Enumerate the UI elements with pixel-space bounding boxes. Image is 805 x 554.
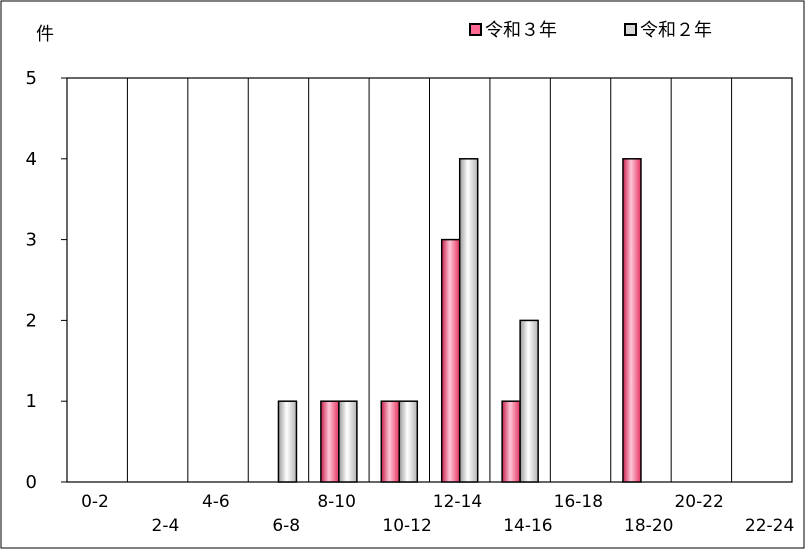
legend-swatch-series-1 — [469, 23, 482, 36]
bar-series-1 — [501, 400, 521, 483]
y-tick-label: 2 — [26, 310, 37, 331]
bar-series-2 — [519, 319, 539, 483]
legend-swatch-series-2 — [624, 23, 637, 36]
bar-series-2 — [277, 400, 298, 483]
y-tick-label: 4 — [26, 149, 37, 170]
x-tick-label: 2-4 — [152, 516, 180, 536]
x-tick-label: 20-22 — [674, 492, 723, 512]
legend-label-series-1: 令和３年 — [485, 20, 557, 41]
y-tick-label: 0 — [26, 472, 37, 493]
x-tick-label: 0-2 — [81, 492, 109, 512]
x-tick-label: 8-10 — [317, 492, 356, 512]
plot-border — [66, 77, 793, 483]
bar-series-1 — [320, 400, 340, 483]
x-tick-label: 22-24 — [745, 516, 794, 536]
y-tick-label: 1 — [26, 391, 37, 412]
x-tick-label: 10-12 — [382, 516, 431, 536]
bar-series-1 — [440, 238, 461, 483]
bar-series-2 — [398, 400, 419, 483]
y-tick-label: 3 — [26, 230, 37, 251]
x-tick-label: 4-6 — [202, 492, 230, 512]
x-tick-label: 12-14 — [433, 492, 482, 512]
bar-series-1 — [622, 158, 642, 483]
legend: 令和３年 令和２年 — [469, 20, 712, 41]
bar-series-2 — [458, 158, 479, 483]
bar-series-2 — [338, 400, 358, 483]
x-tick-label: 6-8 — [272, 516, 300, 536]
x-tick-label: 18-20 — [624, 516, 673, 536]
x-tick-label: 14-16 — [503, 516, 552, 536]
bar-series-1 — [380, 400, 401, 483]
legend-label-series-2: 令和２年 — [640, 20, 712, 41]
x-tick-label: 16-18 — [554, 492, 603, 512]
y-axis-unit-label: 件 — [36, 24, 54, 45]
y-tick-label: 5 — [26, 68, 37, 89]
